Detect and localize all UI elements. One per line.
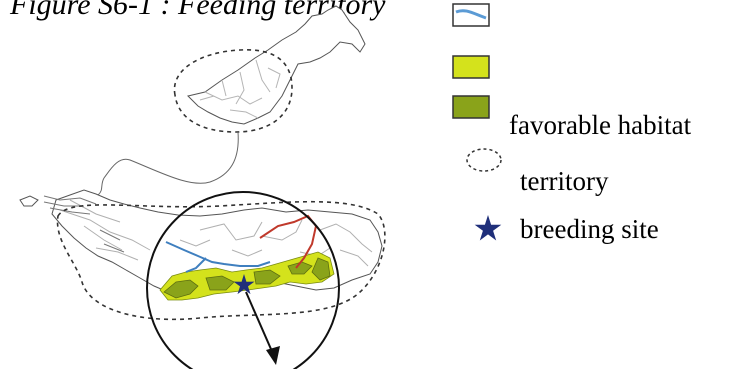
dashed-ellipse-icon bbox=[466, 148, 502, 172]
radius-arrowhead bbox=[266, 346, 280, 365]
legend-label-favorable-habitat: favorable habitat bbox=[509, 110, 692, 140]
dark-green-habitat bbox=[163, 257, 331, 299]
north-territory-outline bbox=[173, 49, 293, 133]
star-icon bbox=[474, 215, 502, 241]
north-island-internal-lines bbox=[199, 59, 281, 119]
foraging-circle bbox=[146, 191, 340, 369]
dark-green-box-icon bbox=[452, 95, 490, 119]
connection-line bbox=[97, 131, 239, 196]
light-green-box-icon bbox=[452, 55, 490, 79]
water-line-stroke bbox=[455, 9, 487, 20]
light-green-habitat bbox=[159, 251, 335, 301]
west-tip bbox=[19, 195, 39, 207]
breeding-site-marker bbox=[233, 274, 255, 295]
west-hatching bbox=[43, 195, 125, 253]
south-territory-outline bbox=[56, 200, 386, 321]
main-internal-lines bbox=[59, 199, 373, 267]
legend-label-breeding-site: breeding site bbox=[520, 214, 659, 244]
radius-arrow-line bbox=[245, 291, 275, 357]
legend-label-territory: territory bbox=[520, 166, 609, 196]
figure-title: Figure S6-1 : Feeding territory bbox=[10, 0, 386, 21]
north-island-coastline bbox=[187, 5, 366, 125]
blue-river-tributary bbox=[185, 257, 207, 273]
blue-river bbox=[165, 241, 271, 267]
water-line-icon bbox=[452, 3, 490, 27]
